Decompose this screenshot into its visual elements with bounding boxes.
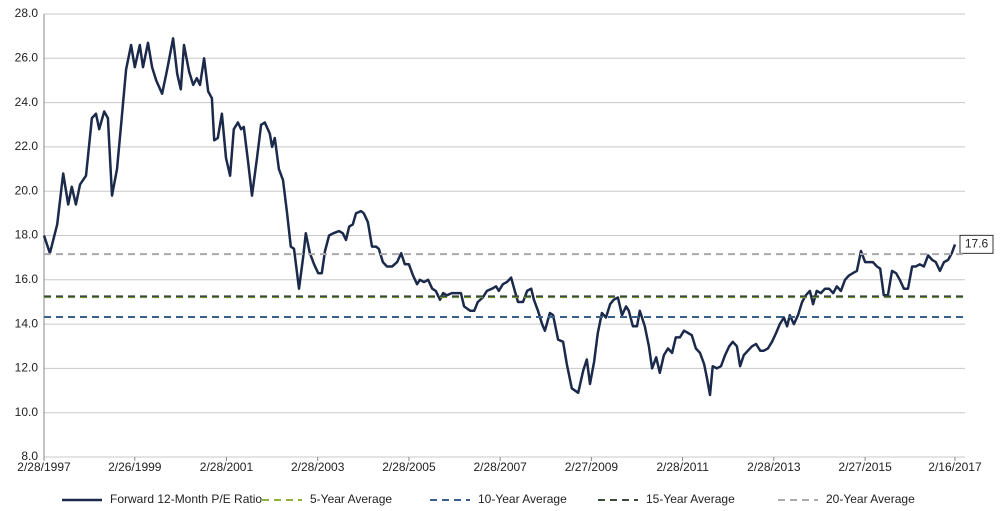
x-tick-label: 2/28/2011	[656, 460, 709, 474]
end-label: 17.6	[965, 237, 989, 251]
x-tick-label: 2/28/2013	[747, 460, 801, 474]
pe-line	[42, 37, 957, 397]
legend-label: 5-Year Average	[310, 492, 392, 506]
y-tick-label: 22.0	[15, 139, 39, 153]
legend-label: 20-Year Average	[826, 492, 915, 506]
x-tick-label: 2/28/2001	[200, 460, 254, 474]
x-tick-label: 2/27/2015	[838, 460, 892, 474]
x-tick-label: 2/28/2007	[473, 460, 527, 474]
legend-label: Forward 12-Month P/E Ratio	[110, 492, 262, 506]
y-tick-label: 12.0	[15, 361, 39, 375]
y-tick-label: 20.0	[15, 183, 39, 197]
y-tick-label: 18.0	[15, 228, 39, 242]
y-tick-label: 24.0	[15, 95, 39, 109]
x-tick-label: 2/28/2003	[291, 460, 345, 474]
y-tick-label: 8.0	[21, 449, 38, 463]
y-tick-label: 28.0	[15, 6, 39, 20]
x-tick-label: 2/27/2009	[565, 460, 619, 474]
x-tick-label: 2/16/2017	[928, 460, 982, 474]
y-tick-label: 10.0	[15, 405, 39, 419]
x-tick-label: 2/26/1999	[108, 460, 162, 474]
y-tick-label: 26.0	[15, 50, 39, 64]
y-tick-label: 14.0	[15, 316, 39, 330]
y-tick-label: 16.0	[15, 272, 39, 286]
legend-label: 10-Year Average	[478, 492, 567, 506]
x-tick-label: 2/28/2005	[382, 460, 436, 474]
end-label-box	[959, 234, 994, 254]
x-tick-label: 2/28/1997	[17, 460, 71, 474]
legend-label: 15-Year Average	[646, 492, 735, 506]
